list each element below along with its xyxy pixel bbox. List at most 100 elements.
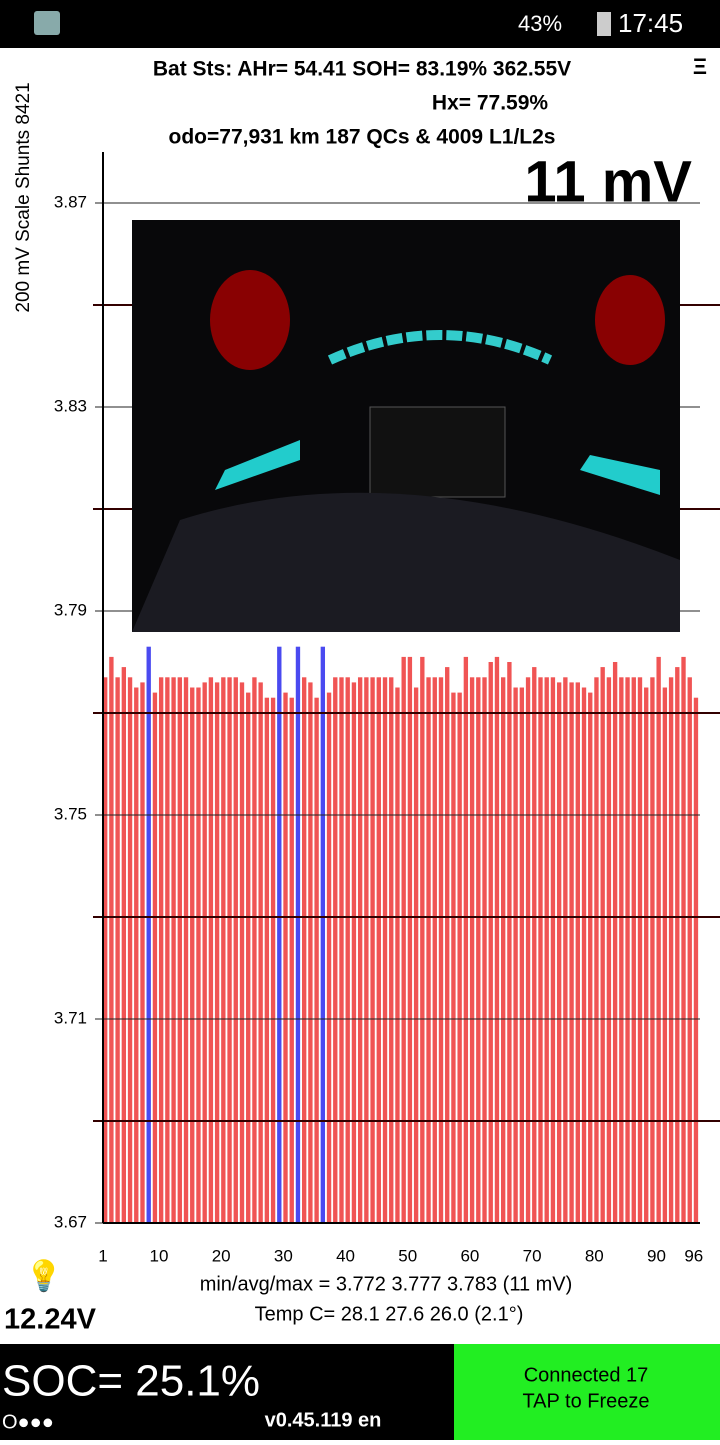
bar [302,677,307,1223]
battery-icon [597,12,611,36]
bar [140,682,145,1223]
bar [637,677,643,1223]
bar [314,697,319,1223]
dashboard-photo [132,220,680,632]
header-line: Hx= 77.59% [432,92,548,115]
bar [221,677,226,1223]
temperature-stats: Temp C= 28.1 27.6 26.0 (2.1°) [255,1303,524,1325]
bar [501,677,506,1223]
bar [177,677,182,1223]
big-delta: 11 mV [524,149,692,214]
y-axis-label: 200 mV Scale Shunts 8421 [13,82,34,312]
bar [165,677,170,1223]
header-line: odo=77,931 km 187 QCs & 4009 L1/L2s [169,126,556,149]
bar [650,677,655,1223]
x-tick-label: 50 [398,1246,417,1265]
bar [239,682,245,1223]
app-icon [34,11,60,35]
bar [476,677,481,1223]
bar [457,692,462,1223]
bar [171,677,176,1223]
bar [656,656,661,1223]
x-tick-label: 1 [98,1246,107,1265]
soc-panel [0,1344,454,1440]
bar [556,682,562,1223]
bar [146,646,151,1223]
soc: SOC= 25.1% [2,1357,260,1406]
bar [376,677,381,1223]
bar [525,677,531,1223]
bar [544,677,549,1223]
bar [320,646,326,1223]
bar [675,667,680,1223]
y-tick-label: 3.87 [54,192,87,211]
bar [389,677,394,1223]
aux-voltage: 12.24V [4,1304,97,1336]
bar [538,677,543,1223]
bar [469,677,475,1223]
y-tick-label: 3.75 [54,804,87,823]
bar [581,687,587,1223]
bar [127,677,133,1223]
bar [519,687,525,1223]
bar [507,662,512,1223]
bar [233,677,238,1223]
clock: 17:45 [618,8,683,38]
bar [109,656,114,1223]
bar [668,677,674,1223]
bar [550,677,556,1223]
bar [158,677,164,1223]
bar [202,682,207,1223]
bar [326,692,332,1223]
freeze-action[interactable]: TAP to Freeze [522,1390,649,1412]
x-tick-label: 70 [523,1246,542,1265]
bar [451,692,456,1223]
bar [644,687,649,1223]
bar [482,677,487,1223]
bar [532,667,537,1223]
bar [227,677,232,1223]
bar [594,677,599,1223]
version: v0.45.119 en [265,1409,382,1431]
connect-button[interactable] [454,1344,720,1440]
bar [588,692,593,1223]
bar [214,682,220,1223]
bar [364,677,369,1223]
bar [432,677,437,1223]
x-tick-label: 96 [684,1246,703,1265]
bar [569,682,574,1223]
x-tick-label: 20 [212,1246,231,1265]
bar [339,677,344,1223]
bar [426,677,431,1223]
x-tick-label: 40 [336,1246,355,1265]
bar [345,677,350,1223]
bar [625,677,630,1223]
bar [196,687,201,1223]
bar [693,697,699,1223]
bar [283,692,288,1223]
bar [277,646,282,1223]
bar [420,656,425,1223]
bar [258,682,263,1223]
bar [115,677,120,1223]
status-dots: O●●● [2,1411,54,1433]
bar [382,677,388,1223]
y-tick-label: 3.71 [54,1008,87,1027]
bar [438,677,444,1223]
x-tick-label: 30 [274,1246,293,1265]
bar [295,646,301,1223]
bar [264,697,270,1223]
bar [289,697,294,1223]
bar [631,677,636,1223]
bar [687,677,692,1223]
bar [270,697,276,1223]
bar [252,677,257,1223]
bar [183,677,189,1223]
bar [134,687,139,1223]
bulb-icon: 💡 [25,1258,62,1293]
menu-button[interactable]: Ξ [693,54,707,79]
bar [357,677,363,1223]
bar [563,677,568,1223]
bar [612,662,618,1223]
